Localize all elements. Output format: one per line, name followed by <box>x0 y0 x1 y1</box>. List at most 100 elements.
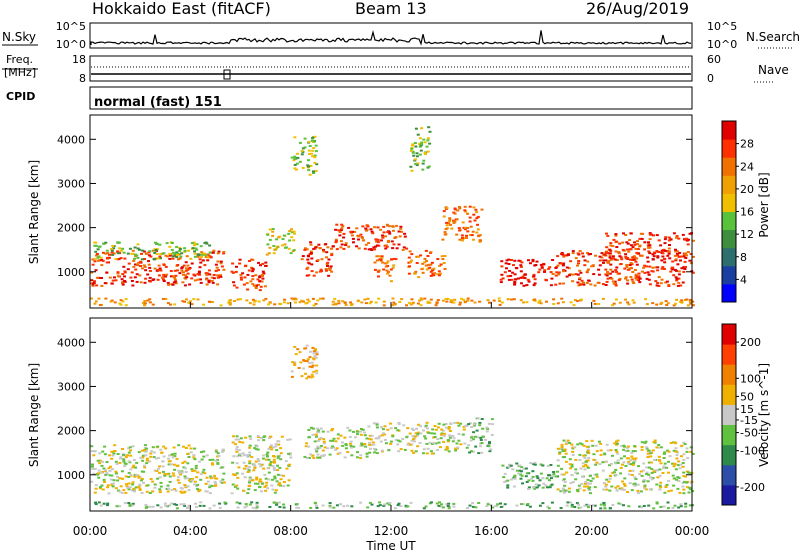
power-cell <box>613 280 617 283</box>
power-cell <box>682 270 686 273</box>
power-cell <box>290 231 294 234</box>
power-cell <box>441 258 445 260</box>
power-cell <box>134 268 138 271</box>
power-ytick-label: 1000 <box>57 266 85 279</box>
power-cell <box>533 282 537 285</box>
velocity-cell <box>606 449 610 452</box>
velocity-cell <box>599 449 603 452</box>
velocity-cell <box>102 478 106 481</box>
power-cell <box>219 262 223 265</box>
velocity-cell <box>185 477 189 480</box>
velocity-cell <box>318 446 322 449</box>
power-cell <box>602 261 605 264</box>
power-cell <box>232 284 236 287</box>
velocity-cell <box>419 425 422 428</box>
velocity-cell <box>587 504 591 507</box>
velocity-cell <box>111 454 115 457</box>
velocity-cell <box>644 488 648 491</box>
power-cell <box>151 303 155 306</box>
power-cell <box>577 262 580 265</box>
power-cell <box>258 289 262 292</box>
velocity-cell <box>368 434 372 437</box>
power-cell <box>204 256 208 259</box>
velocity-cell <box>396 439 400 442</box>
velocity-cell <box>110 457 114 460</box>
velocity-cell <box>248 451 252 454</box>
power-cell <box>615 298 618 301</box>
power-cell <box>647 278 651 281</box>
velocity-cell <box>609 449 613 452</box>
power-cell <box>168 257 172 260</box>
power-cell <box>640 254 644 257</box>
velocity-cell <box>177 444 181 447</box>
velocity-cell <box>315 372 319 375</box>
power-cell <box>307 262 311 265</box>
velocity-cell <box>687 491 691 494</box>
power-cell <box>97 297 101 300</box>
power-cell <box>376 226 380 229</box>
power-cell <box>412 154 416 157</box>
power-cell <box>118 247 122 250</box>
velocity-cell <box>98 452 102 455</box>
velocity-cell <box>138 483 142 486</box>
velocity-cell <box>677 480 681 482</box>
velocity-cell <box>323 446 327 449</box>
velocity-cell <box>539 472 543 475</box>
power-cell <box>509 274 513 277</box>
velocity-cell <box>646 452 650 455</box>
power-cell <box>264 265 268 267</box>
power-cell <box>651 253 655 256</box>
velocity-cell <box>326 430 330 433</box>
power-cell <box>608 252 612 255</box>
power-cell <box>430 261 434 264</box>
velocity-cell <box>112 482 115 485</box>
velocity-cell <box>350 505 354 508</box>
power-cell <box>439 272 442 275</box>
power-cell <box>192 273 196 276</box>
velocity-cell <box>239 455 243 458</box>
power-cell <box>376 238 380 241</box>
velocity-cell <box>656 476 660 479</box>
power-cell <box>463 228 467 231</box>
velocity-cell <box>672 465 676 468</box>
power-cell <box>505 259 509 262</box>
power-cell <box>593 302 597 305</box>
velocity-cell <box>679 463 683 466</box>
velocity-cell <box>655 483 659 486</box>
velocity-cell <box>418 441 422 444</box>
velocity-cell <box>487 445 491 448</box>
velocity-cell <box>554 475 558 478</box>
velocity-cell <box>490 434 494 436</box>
power-cell <box>385 262 389 265</box>
power-cell <box>183 249 187 252</box>
velocity-cell <box>682 475 686 478</box>
power-cell <box>512 264 515 267</box>
power-cell <box>556 255 560 258</box>
velocity-cell <box>649 452 652 455</box>
velocity-cell <box>444 426 448 429</box>
velocity-heatmap <box>90 344 695 510</box>
power-cell <box>381 236 385 239</box>
power-cell <box>420 143 424 146</box>
velocity-cell <box>248 481 251 484</box>
power-cell <box>443 268 447 270</box>
velocity-cell <box>174 489 178 492</box>
velocity-cell <box>113 444 117 447</box>
power-cell <box>525 284 529 287</box>
power-cell <box>597 268 601 271</box>
power-cell <box>453 298 457 301</box>
power-cell <box>143 258 146 260</box>
power-cell <box>123 271 127 274</box>
power-cell <box>173 269 177 272</box>
velocity-cell <box>172 446 176 449</box>
power-cell <box>533 278 537 281</box>
velocity-cell <box>579 467 583 470</box>
power-cell <box>517 277 520 280</box>
power-cell <box>183 247 187 250</box>
nsky-tick-bottom: 10^0 <box>56 38 86 51</box>
x-tick-label: 08:00 <box>273 524 308 538</box>
power-cell <box>629 262 633 264</box>
power-cell <box>647 273 651 276</box>
velocity-cell <box>168 504 171 507</box>
power-cell <box>245 282 249 285</box>
